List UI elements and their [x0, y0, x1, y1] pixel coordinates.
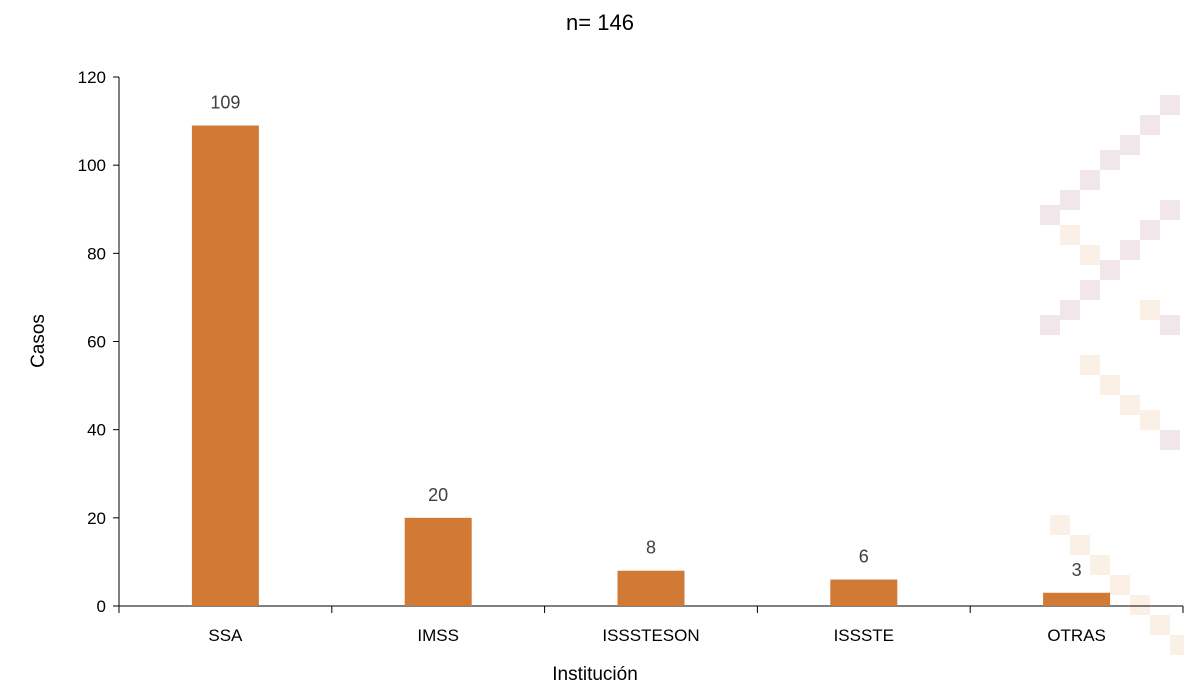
- watermark-block: [1110, 575, 1130, 595]
- x-axis-label: Institución: [552, 664, 638, 685]
- watermark-block: [1160, 95, 1180, 115]
- watermark-block: [1140, 410, 1160, 430]
- bar: [830, 579, 898, 606]
- watermark-block: [1080, 280, 1100, 300]
- y-tick-label: 100: [78, 156, 106, 175]
- data-label: 3: [1072, 560, 1082, 580]
- watermark-block: [1130, 595, 1150, 615]
- watermark-block: [1160, 430, 1180, 450]
- bars: [191, 125, 1111, 606]
- chart-title: n= 146: [566, 10, 634, 35]
- watermark-block: [1100, 375, 1120, 395]
- x-tick-label: ISSSTESON: [602, 626, 699, 645]
- watermark-block: [1060, 225, 1080, 245]
- y-tick-label: 20: [87, 509, 106, 528]
- background-watermark: [1040, 95, 1184, 655]
- y-axis: 0 20 40 60 80 100 120: [78, 68, 120, 616]
- watermark-block: [1120, 240, 1140, 260]
- x-axis: SSA IMSS ISSSTESON ISSSTE OTRAS: [118, 605, 1184, 645]
- watermark-block: [1170, 635, 1184, 655]
- watermark-block: [1140, 220, 1160, 240]
- watermark-block: [1080, 170, 1100, 190]
- watermark-block: [1060, 300, 1080, 320]
- y-tick-label: 80: [87, 244, 106, 263]
- watermark-block: [1160, 315, 1180, 335]
- data-label: 6: [859, 547, 869, 567]
- watermark-block: [1040, 205, 1060, 225]
- y-tick-label: 60: [87, 333, 106, 352]
- watermark-block: [1150, 615, 1170, 635]
- x-tick-label: OTRAS: [1047, 626, 1106, 645]
- bar: [1043, 592, 1111, 606]
- data-label: 8: [646, 538, 656, 558]
- bar: [191, 125, 259, 606]
- data-labels: 109 20 8 6 3: [210, 92, 1081, 579]
- watermark-block: [1120, 135, 1140, 155]
- watermark-block: [1050, 515, 1070, 535]
- y-tick-label: 0: [97, 597, 106, 616]
- bar: [404, 517, 472, 606]
- y-tick-label: 40: [87, 421, 106, 440]
- data-label: 109: [210, 92, 240, 112]
- watermark-block: [1090, 555, 1110, 575]
- watermark-block: [1080, 355, 1100, 375]
- watermark-block: [1060, 190, 1080, 210]
- watermark-block: [1160, 200, 1180, 220]
- watermark-block: [1070, 535, 1090, 555]
- x-tick-label: SSA: [208, 626, 243, 645]
- y-axis-label: Casos: [28, 314, 49, 368]
- y-tick-label: 120: [78, 68, 106, 87]
- watermark-block: [1080, 245, 1100, 265]
- watermark-block: [1120, 395, 1140, 415]
- x-tick-label: IMSS: [417, 626, 459, 645]
- watermark-block: [1100, 260, 1120, 280]
- watermark-block: [1140, 115, 1160, 135]
- bar: [617, 570, 685, 606]
- watermark-block: [1140, 300, 1160, 320]
- watermark-block: [1100, 150, 1120, 170]
- watermark-block: [1040, 315, 1060, 335]
- data-label: 20: [428, 485, 448, 505]
- x-tick-label: ISSSTE: [834, 626, 894, 645]
